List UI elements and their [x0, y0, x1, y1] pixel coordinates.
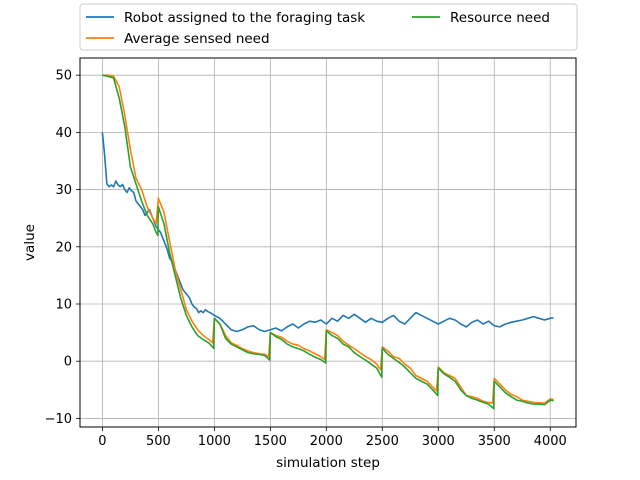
legend-label-robot: Robot assigned to the foraging task	[124, 10, 365, 26]
legend: Robot assigned to the foraging task Aver…	[79, 3, 578, 51]
y-tick-label: 50	[55, 69, 72, 84]
legend-label-average-sensed-need: Average sensed need	[124, 31, 270, 47]
legend-label-resource-need: Resource need	[450, 10, 550, 26]
x-tick-label: 3500	[478, 434, 511, 449]
legend-box	[79, 3, 578, 51]
plot-frame	[79, 57, 577, 428]
y-tick-label: 40	[55, 126, 72, 141]
x-tick-label: 2500	[366, 434, 399, 449]
x-tick-label: 1000	[198, 434, 231, 449]
series-lines	[101, 74, 554, 410]
x-tick-label: 1500	[254, 434, 287, 449]
series-line-2	[102, 74, 554, 410]
grid-lines	[80, 58, 576, 427]
y-tick-label: −10	[45, 412, 72, 427]
axis-ticks: 0 500 1000 1500 2000 2500 3000 3500 4000 −10 0 10 20…	[45, 69, 567, 449]
x-tick-label: 0	[98, 434, 106, 449]
series-line-0	[101, 132, 554, 333]
y-tick-label: 30	[55, 183, 72, 198]
x-axis-label: simulation step	[276, 455, 380, 471]
series-line-1	[102, 74, 554, 404]
x-tick-label: 4000	[534, 434, 567, 449]
y-tick-label: 10	[55, 298, 72, 313]
x-tick-label: 3000	[422, 434, 455, 449]
y-tick-label: 20	[55, 240, 72, 255]
y-tick-label: 0	[64, 355, 72, 370]
y-axis-label: value	[22, 224, 38, 261]
x-tick-label: 500	[146, 434, 171, 449]
x-tick-label: 2000	[310, 434, 343, 449]
